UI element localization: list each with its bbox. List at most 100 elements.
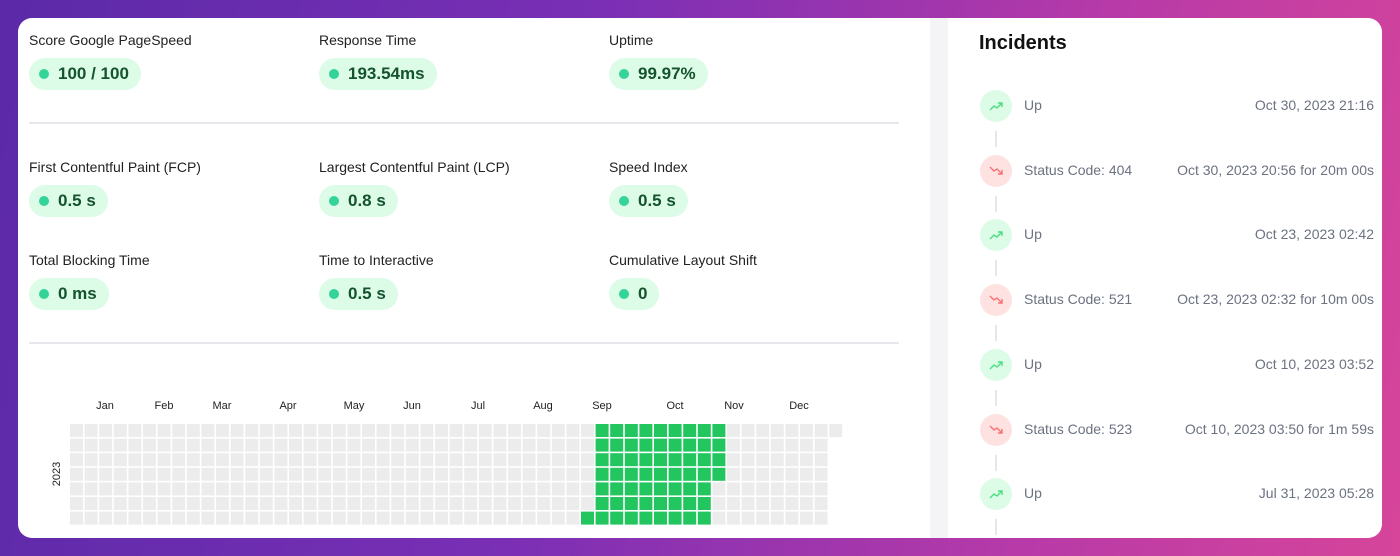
day-cell	[347, 511, 361, 525]
day-cell	[493, 453, 507, 467]
month-label: Nov	[724, 400, 744, 412]
incident-status: Up	[1024, 97, 1042, 113]
day-cell	[727, 497, 740, 510]
incident-icon	[980, 478, 1012, 511]
day-cell	[70, 497, 83, 510]
status-dot	[619, 69, 629, 79]
day-cell	[639, 511, 653, 525]
metric-value: 100 / 100	[58, 64, 129, 83]
day-cell	[84, 482, 98, 496]
arrow-stroke	[989, 231, 1003, 240]
day-cell	[391, 453, 405, 467]
day-cell	[727, 424, 740, 437]
day-cell	[551, 467, 565, 481]
day-cell	[668, 424, 682, 437]
day-cell	[347, 497, 361, 510]
day-cell	[756, 453, 770, 467]
day-cell	[128, 467, 142, 481]
day-cell	[785, 511, 799, 525]
day-cell	[712, 467, 726, 481]
day-cell	[113, 453, 127, 467]
day-cell	[113, 511, 127, 525]
day-cell	[508, 453, 521, 467]
day-cell	[624, 497, 638, 510]
day-cell	[639, 438, 653, 452]
day-cell	[113, 497, 127, 510]
day-cell	[800, 482, 813, 496]
day-cell	[814, 482, 828, 496]
day-cell	[70, 453, 83, 467]
day-cell	[610, 467, 624, 481]
day-cell	[435, 424, 448, 437]
metric-value: 0	[638, 284, 648, 303]
day-cell	[522, 424, 536, 437]
day-cell	[157, 438, 171, 452]
day-cell	[128, 453, 142, 467]
day-cell	[551, 497, 565, 510]
day-cell	[493, 467, 507, 481]
day-cell	[259, 497, 273, 510]
timeline-connector	[995, 519, 997, 536]
incident-time: Oct 30, 2023 20:56 for 20m 00s	[1177, 161, 1374, 178]
incident-status: Status Code: 521	[1024, 291, 1133, 308]
divider	[29, 342, 899, 344]
day-cell	[508, 438, 521, 452]
day-cell	[493, 482, 507, 496]
day-cell	[610, 511, 624, 525]
uptime-calendar: Jan Feb Mar Apr May Jun Jul Aug Sep Oct Nov Dec 2023	[51, 400, 843, 525]
timeline-connector	[995, 195, 997, 212]
day-cell	[800, 438, 813, 452]
day-cell	[464, 424, 478, 437]
day-cell	[493, 497, 507, 510]
day-cell	[493, 424, 507, 437]
day-cell	[216, 424, 229, 437]
status-dot	[329, 69, 339, 79]
day-cell	[624, 511, 638, 525]
day-cell	[70, 482, 83, 496]
day-cell	[595, 438, 609, 452]
month-label: Feb	[155, 400, 174, 412]
day-cell	[639, 453, 653, 467]
day-cell	[727, 511, 740, 525]
day-cell	[610, 497, 624, 510]
day-cell	[157, 467, 171, 481]
day-cell	[464, 497, 478, 510]
day-cell	[84, 424, 98, 437]
day-cell	[172, 482, 186, 496]
day-cell	[362, 438, 375, 452]
day-cell	[595, 511, 609, 525]
metric-label: Score Google PageSpeed	[29, 32, 192, 48]
arrow-stroke	[998, 102, 1003, 107]
day-cell	[668, 467, 682, 481]
day-cell	[654, 438, 667, 452]
trend-arrow	[989, 166, 1003, 175]
day-cell	[478, 482, 492, 496]
status-dot	[39, 289, 49, 299]
day-cell	[347, 482, 361, 496]
day-cell	[800, 453, 813, 467]
day-cell	[405, 482, 419, 496]
day-cell	[668, 497, 682, 510]
arrow-stroke	[998, 169, 1003, 175]
month-label: Jan	[96, 400, 114, 412]
day-cell	[318, 438, 332, 452]
day-cell	[464, 511, 478, 525]
day-cell	[508, 511, 521, 525]
day-cell	[727, 438, 740, 452]
arrow-stroke	[998, 299, 1003, 304]
day-cell	[537, 467, 551, 481]
incident-status: Up	[1024, 485, 1042, 502]
day-cell	[303, 511, 317, 525]
timeline-connector	[995, 389, 997, 406]
day-cell	[186, 453, 200, 467]
day-cell	[741, 511, 755, 525]
incident-icon	[980, 413, 1012, 446]
day-cell	[537, 482, 551, 496]
day-cell	[727, 482, 740, 496]
incident-icon	[980, 284, 1012, 317]
day-cell	[70, 467, 83, 481]
day-cell	[405, 467, 419, 481]
day-cell	[522, 497, 536, 510]
incident-icon	[980, 348, 1012, 381]
day-cell	[99, 482, 113, 496]
